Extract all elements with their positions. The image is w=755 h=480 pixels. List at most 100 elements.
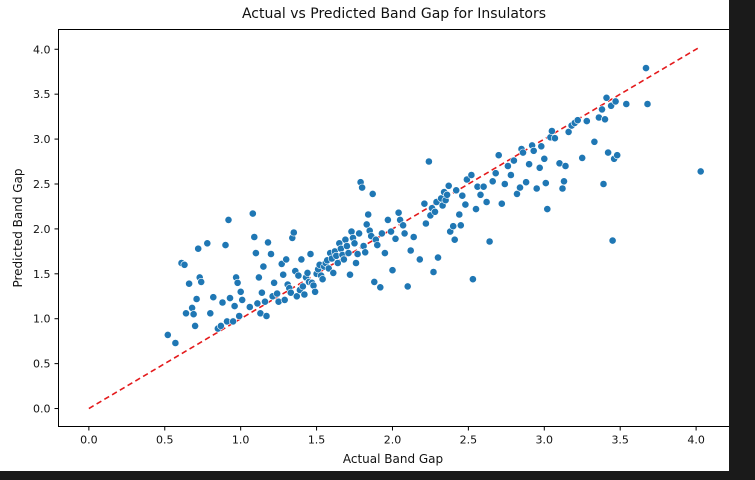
reference-line xyxy=(88,45,702,410)
data-point xyxy=(286,288,295,297)
data-point xyxy=(388,266,397,275)
data-point xyxy=(537,142,546,151)
data-point xyxy=(429,268,438,276)
data-point xyxy=(230,302,239,310)
data-point xyxy=(203,239,212,248)
data-point xyxy=(344,249,353,257)
data-point xyxy=(248,209,257,218)
data-point xyxy=(280,295,289,304)
data-point xyxy=(541,179,550,187)
data-point xyxy=(218,298,227,307)
data-point xyxy=(197,277,206,286)
data-point xyxy=(525,160,533,169)
data-point xyxy=(188,303,196,312)
data-point xyxy=(455,210,464,219)
data-point xyxy=(604,148,612,157)
x-tick-label: 1.0 xyxy=(232,434,250,447)
data-point xyxy=(560,177,568,186)
data-point xyxy=(262,312,271,320)
data-point xyxy=(601,115,609,124)
y-axis-label: Predicted Band Gap xyxy=(11,168,25,287)
data-point xyxy=(238,295,247,304)
data-point xyxy=(270,278,278,287)
data-point xyxy=(163,330,172,339)
data-point xyxy=(192,295,201,303)
x-tick-label: 0.0 xyxy=(80,434,98,447)
data-point xyxy=(494,151,503,160)
data-point xyxy=(257,288,266,297)
data-point xyxy=(355,229,363,238)
data-point xyxy=(216,321,225,330)
data-point xyxy=(622,100,631,108)
data-point xyxy=(250,233,259,241)
data-point xyxy=(449,222,458,231)
data-point xyxy=(573,116,582,125)
x-tick-label: 2.5 xyxy=(460,434,478,447)
data-point xyxy=(342,242,351,250)
data-point xyxy=(267,250,275,258)
data-point xyxy=(339,255,348,264)
data-point xyxy=(303,268,312,277)
x-tick-label: 2.0 xyxy=(384,434,402,447)
data-point xyxy=(472,205,480,213)
data-point xyxy=(229,317,237,326)
data-point xyxy=(642,64,650,72)
data-point xyxy=(376,283,385,292)
data-point xyxy=(297,255,306,264)
data-point xyxy=(482,198,491,206)
data-point xyxy=(362,220,371,229)
data-point xyxy=(282,255,291,264)
data-point xyxy=(519,148,527,157)
data-point xyxy=(189,310,198,319)
window-frame-bottom xyxy=(0,471,755,480)
data-point xyxy=(300,290,309,299)
data-point xyxy=(182,309,190,318)
data-point xyxy=(311,287,319,296)
data-point xyxy=(452,186,461,195)
data-point xyxy=(264,238,272,247)
data-point xyxy=(599,180,608,188)
data-point xyxy=(251,249,260,257)
data-point xyxy=(226,294,234,302)
data-point xyxy=(273,289,281,298)
y-tick-label: 3.5 xyxy=(33,88,51,101)
x-tick-label: 3.0 xyxy=(536,434,554,447)
data-point xyxy=(333,259,342,267)
data-point xyxy=(236,287,245,296)
data-point xyxy=(409,233,418,241)
data-point xyxy=(209,293,218,302)
data-point xyxy=(194,244,203,253)
data-point xyxy=(224,215,233,224)
data-point xyxy=(253,299,262,308)
data-point xyxy=(352,259,360,267)
data-point xyxy=(421,219,430,228)
data-point xyxy=(424,157,433,166)
data-point xyxy=(461,200,470,209)
data-point xyxy=(358,183,366,192)
data-point xyxy=(206,309,215,318)
data-point xyxy=(590,137,599,146)
data-point xyxy=(522,178,530,187)
data-point xyxy=(387,227,395,236)
data-point xyxy=(289,228,298,237)
data-point xyxy=(598,105,606,114)
data-point xyxy=(444,181,453,190)
data-point xyxy=(548,127,556,135)
data-point xyxy=(516,183,524,192)
data-point xyxy=(529,146,538,155)
y-tick-label: 0.0 xyxy=(33,403,51,416)
data-point xyxy=(415,255,424,264)
data-point xyxy=(551,134,559,143)
data-point xyxy=(370,277,379,286)
data-point xyxy=(261,297,269,306)
x-axis-label: Actual Band Gap xyxy=(343,452,443,466)
data-point xyxy=(364,210,373,219)
data-point xyxy=(306,250,315,258)
data-point xyxy=(488,177,497,186)
data-point xyxy=(235,312,244,320)
data-point xyxy=(578,153,587,162)
data-point xyxy=(400,229,409,238)
x-tick-label: 4.0 xyxy=(687,434,705,447)
data-point xyxy=(532,184,541,193)
data-point xyxy=(254,273,263,282)
